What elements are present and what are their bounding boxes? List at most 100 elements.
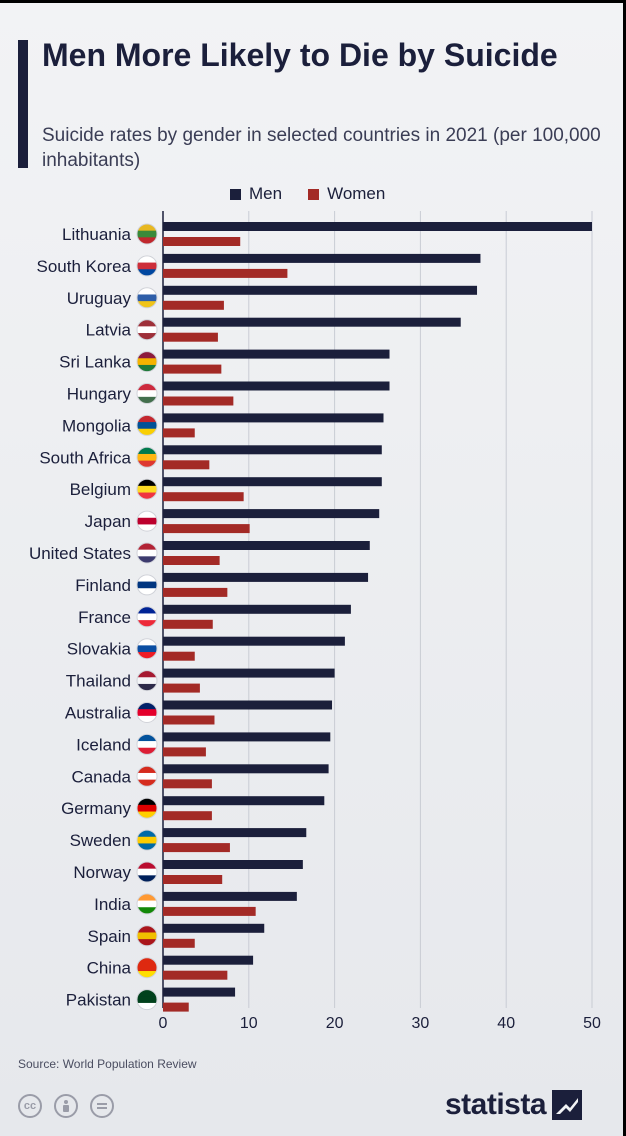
bar-women (163, 268, 288, 278)
by-icon (54, 1094, 78, 1118)
flag-icon-japan (137, 511, 157, 532)
bar-men (163, 253, 481, 263)
bar-men (163, 413, 384, 423)
flag-icon-iceland (137, 734, 157, 755)
flag-border (136, 542, 158, 564)
category-label: Finland (75, 576, 131, 595)
bar-women (163, 747, 206, 757)
category-label: Belgium (70, 480, 131, 499)
bar-men (163, 541, 370, 550)
bar-men (163, 923, 265, 933)
nd-icon (90, 1094, 114, 1118)
flag-border (136, 765, 158, 787)
bar-men (163, 732, 331, 742)
category-label: Sri Lanka (59, 353, 131, 372)
flag-border (136, 829, 158, 851)
bar-men (163, 636, 345, 646)
bar-women (163, 332, 218, 342)
flag-border (136, 797, 158, 819)
chart-title: Men More Likely to Die by Suicide (42, 37, 558, 73)
bar-men (163, 668, 335, 678)
bar-chart: 0 10 20 30 40 50 Lithuania South Korea Uruguay La… (29, 211, 601, 1032)
flag-icon-spain (137, 925, 157, 946)
category-label: Japan (85, 512, 131, 531)
flag-icon-uruguay (137, 287, 157, 308)
flag-border (136, 478, 158, 500)
legend-label-men: Men (249, 184, 283, 203)
category-label: South Africa (39, 448, 131, 467)
bar-men (163, 796, 325, 806)
flag-icon-france (137, 606, 157, 627)
x-tick-label: 20 (326, 1015, 344, 1032)
bar-women (163, 237, 241, 246)
flag-icon-south-korea (137, 255, 157, 276)
license-icons: cc (18, 1094, 126, 1118)
bar-women (163, 875, 223, 884)
flag-icon-lithuania (137, 224, 157, 244)
flag-icon-belgium (137, 479, 157, 500)
flag-border (136, 925, 158, 947)
bar-men (163, 285, 478, 295)
bar-men (163, 222, 592, 231)
bar-men (163, 445, 382, 455)
bar-men (163, 860, 303, 869)
flag-icon-mongolia (137, 415, 157, 436)
flag-border (136, 351, 158, 373)
flag-icon-hungary (137, 383, 157, 404)
flag-icon-norway (137, 862, 157, 882)
flag-icon-thailand (137, 670, 157, 691)
bar-women (163, 651, 195, 661)
x-tick-label: 40 (497, 1015, 515, 1032)
flag-border (136, 861, 158, 883)
title-accent-bar (18, 40, 28, 168)
flag-icon-slovakia (137, 638, 157, 659)
bar-women (163, 492, 244, 502)
category-label: Germany (61, 799, 131, 818)
flag-icon-south-africa (137, 447, 157, 468)
bar-women (163, 619, 213, 629)
flag-border (136, 702, 158, 723)
flag-icon-pakistan (137, 989, 157, 1010)
bar-men (163, 764, 329, 774)
flag-icon-india (137, 893, 157, 914)
x-tick-label: 30 (412, 1015, 430, 1032)
flag-icon-latvia (137, 319, 157, 340)
flag-border (136, 574, 158, 596)
bar-men (163, 987, 236, 997)
flag-icon-sweden (137, 830, 157, 851)
legend-swatch-men (230, 188, 241, 200)
bar-women (163, 906, 256, 916)
bar-women (163, 524, 250, 534)
category-label: Pakistan (66, 991, 131, 1010)
bar-women (163, 396, 234, 406)
category-label: Iceland (76, 735, 131, 754)
flag-icon-canada (137, 766, 157, 787)
flag-border (136, 319, 158, 341)
bar-men (163, 477, 382, 487)
flag-border (136, 223, 158, 245)
brand-name: statista (445, 1088, 547, 1121)
category-label: China (87, 959, 132, 978)
flag-icon-germany (137, 798, 157, 819)
bar-men (163, 509, 380, 519)
bar-women (163, 811, 212, 821)
category-label: South Korea (36, 257, 131, 276)
brand[interactable]: statista (445, 1088, 583, 1122)
bar-women (163, 300, 224, 310)
bar-women (163, 715, 215, 725)
flag-border (136, 414, 158, 436)
bar-women (163, 460, 210, 470)
flag-icon-sri-lanka (137, 351, 157, 372)
bar-women (163, 970, 228, 980)
category-label: Latvia (86, 321, 132, 340)
bar-women (163, 683, 200, 693)
category-label: Uruguay (67, 289, 132, 308)
x-tick-label: 0 (159, 1015, 168, 1032)
flag-border (136, 733, 158, 755)
legend-item-men: Men (230, 184, 282, 204)
flag-border (136, 255, 158, 277)
bar-women (163, 938, 195, 948)
bar-women (163, 779, 212, 789)
x-tick-label: 50 (583, 1015, 601, 1032)
flag-border (136, 446, 158, 468)
